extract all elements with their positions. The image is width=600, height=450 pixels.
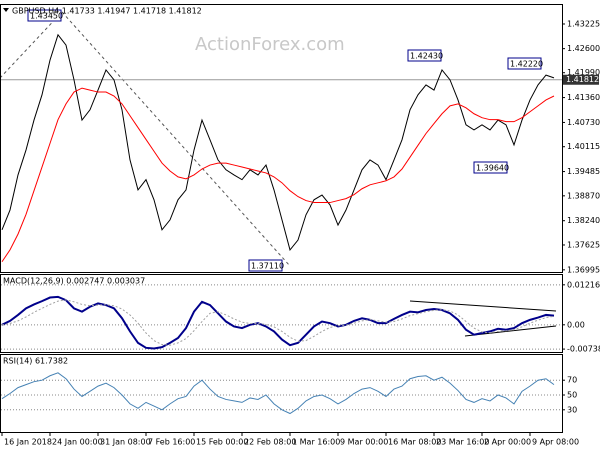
y-tick-label: 0.012164: [567, 280, 600, 289]
pane-frame: [0, 354, 563, 433]
annotation-box: [407, 49, 442, 62]
annotation: 1.42220: [510, 60, 543, 69]
y-tick-label: 1.41360: [567, 93, 600, 102]
y-tick-label: 1.37625: [567, 240, 600, 249]
annotation: 1.39640: [476, 164, 509, 173]
series-line: [1, 372, 555, 415]
x-tick-label: 7 Feb 16:00: [148, 438, 195, 447]
x-tick-label: 15 Feb 00:00: [196, 438, 248, 447]
watermark: ActionForex.com: [195, 34, 345, 55]
x-tick-label: 9 Mar 00:00: [340, 438, 388, 447]
y-tick-label: 30: [567, 405, 577, 414]
menu-triangle: [3, 8, 9, 12]
x-tick-label: 22 Feb 08:00: [244, 438, 296, 447]
y-tick-label: 50: [567, 391, 577, 400]
series-line: [1, 295, 555, 350]
pane-title: MACD(12,26,9) 0.002747 0.003037: [3, 277, 145, 286]
x-tick-label: 23 Mar 16:00: [436, 438, 489, 447]
x-tick-label: 2 Apr 00:00: [484, 438, 531, 447]
trend-line: [409, 300, 557, 312]
y-tick-label: 70: [567, 376, 577, 385]
trend-line: [61, 11, 291, 267]
y-tick-label: 1.43225: [567, 19, 600, 28]
last-price-label: 1.41812: [566, 75, 599, 84]
y-tick-label: 1.38870: [567, 191, 600, 200]
annotation-box: [27, 9, 62, 22]
y-tick-label: 1.36995: [567, 265, 600, 274]
y-tick-label: 1.38240: [567, 216, 600, 225]
pane-frame: [0, 274, 563, 353]
y-tick-label: -0.007384: [567, 345, 600, 354]
annotation-box: [473, 161, 508, 174]
annotation: 1.42430: [410, 52, 443, 61]
pane-title: GBPUSD,H4 1.41733 1.41947 1.41718 1.4181…: [12, 7, 202, 16]
x-tick-label: 24 Jan 00:00: [52, 438, 103, 447]
pane-frame: [0, 4, 563, 273]
y-tick-label: 0.00: [567, 320, 585, 329]
series-line: [1, 87, 555, 263]
x-tick-label: 16 Mar 08:00: [388, 438, 441, 447]
pane-title: RSI(14) 61.7382: [3, 357, 68, 366]
annotation: 1.37110: [251, 262, 284, 271]
x-tick-label: 9 Apr 08:00: [532, 438, 579, 447]
series-line: [1, 33, 555, 251]
x-tick-label: 16 Jan 2018: [4, 438, 52, 447]
y-tick-label: 1.40730: [567, 118, 600, 127]
x-tick-label: 31 Jan 08:00: [100, 438, 151, 447]
annotation-box: [507, 57, 542, 70]
y-tick-label: 1.39485: [567, 167, 600, 176]
last-price-box: [563, 74, 599, 85]
y-tick-label: 1.41990: [567, 68, 600, 77]
y-tick-label: 1.42600: [567, 44, 600, 53]
annotation-box: [248, 259, 283, 272]
annotation: 1.43450: [30, 12, 63, 21]
x-tick-label: 1 Mar 16:00: [292, 438, 340, 447]
y-tick-label: 1.40115: [567, 142, 600, 151]
series-line: [1, 299, 555, 346]
